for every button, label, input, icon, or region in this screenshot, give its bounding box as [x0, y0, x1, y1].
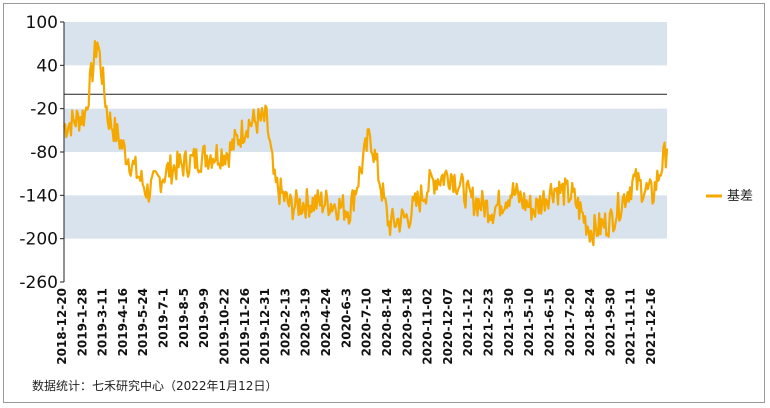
x-tick-label: 2019-4-16 [116, 288, 130, 356]
x-tick-label: 2021-7-20 [563, 288, 577, 356]
y-band-0 [64, 22, 667, 66]
x-tick-label: 2019-12-31 [258, 288, 272, 365]
x-tick-label: 2020-6-3 [339, 288, 353, 348]
x-tick-label: 2020-2-13 [278, 288, 292, 356]
x-tick-label: 2019-1-28 [75, 288, 89, 356]
y-bands [64, 22, 667, 239]
y-tick-label: -20 [30, 100, 58, 120]
x-tick-label: 2021-9-30 [603, 288, 617, 356]
source-note: 数据统计：七禾研究中心（2022年1月12日） [32, 379, 278, 393]
y-tick-label: 100 [26, 13, 58, 33]
x-axis-ticks: 2018-12-20 2019-1-28 2019-3-11 2019-4-16 201… [55, 288, 658, 365]
y-tick-label: -140 [19, 186, 58, 206]
y-tick-label: -80 [30, 143, 58, 163]
x-tick-label: 2020-7-10 [360, 288, 374, 356]
x-tick-label: 2021-2-23 [482, 288, 496, 356]
y-axis-ticks: 100 40 -20 -80 -140 -200 -260 [19, 13, 64, 293]
x-tick-label: 2021-11-11 [624, 288, 638, 365]
x-tick-label: 2020-9-18 [400, 288, 414, 356]
x-tick-label: 2019-10-22 [217, 288, 231, 365]
x-tick-label: 2020-8-14 [380, 288, 394, 356]
x-tick-label: 2021-3-30 [502, 288, 516, 356]
legend: 基差 [706, 189, 753, 204]
x-tick-label: 2019-3-11 [96, 288, 110, 356]
y-tick-label: 40 [36, 56, 58, 76]
legend-label: 基差 [727, 189, 753, 204]
x-tick-label: 2021-6-15 [542, 288, 556, 356]
series-line-jicha [62, 40, 669, 247]
x-tick-label: 2019-9-9 [197, 288, 211, 348]
y-tick-label: -260 [19, 273, 58, 293]
x-tick-label: 2021-8-24 [583, 288, 597, 356]
y-band-2 [64, 195, 667, 239]
x-tick-label: 2020-12-07 [441, 288, 455, 365]
series-layer [62, 40, 669, 247]
x-tick-label: 2018-12-20 [55, 288, 69, 365]
x-tick-label: 2019-7-1 [157, 288, 171, 348]
x-tick-label: 2021-1-12 [461, 288, 475, 356]
x-tick-label: 2019-5-24 [136, 288, 150, 356]
x-tick-label: 2019-8-5 [177, 288, 191, 348]
x-tick-label: 2020-4-24 [319, 288, 333, 356]
x-tick-label: 2019-11-26 [238, 288, 252, 365]
x-tick-label: 2021-12-16 [644, 288, 658, 365]
x-tick-label: 2020-11-02 [421, 288, 435, 365]
x-tick-label: 2021-5-10 [522, 288, 536, 356]
y-tick-label: -200 [19, 230, 58, 250]
x-tick-label: 2020-3-19 [299, 288, 313, 356]
